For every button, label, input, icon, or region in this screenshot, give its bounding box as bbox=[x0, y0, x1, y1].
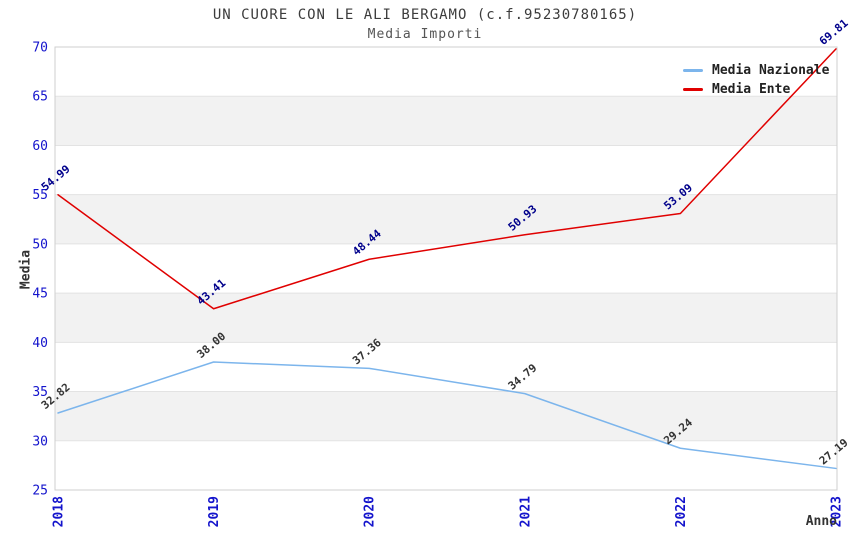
y-tick-label: 60 bbox=[32, 139, 48, 154]
y-tick-label: 65 bbox=[32, 90, 48, 105]
legend-label-media-ente: Media Ente bbox=[712, 82, 791, 97]
x-tick: 2021 bbox=[518, 496, 533, 527]
plot-border bbox=[54, 46, 838, 491]
x-tick-label: 2021 bbox=[518, 496, 533, 527]
legend: Media Nazionale Media Ente bbox=[683, 61, 829, 99]
series-line-media-nazionale bbox=[57, 361, 837, 470]
x-tick-label: 2019 bbox=[207, 496, 222, 527]
y-tick-label: 70 bbox=[32, 41, 48, 56]
y-tick-label: 25 bbox=[32, 484, 48, 499]
y-axis-title: Media bbox=[18, 249, 34, 290]
data-label: 34.79 bbox=[506, 361, 540, 392]
legend-swatch-media-nazionale bbox=[683, 69, 703, 72]
data-label: 69.81 bbox=[817, 16, 850, 47]
x-tick: 2020 bbox=[363, 496, 378, 527]
grid-band bbox=[55, 96, 837, 146]
grid-band bbox=[55, 293, 837, 343]
x-tick-label: 2022 bbox=[674, 496, 689, 527]
legend-item-media-ente[interactable]: Media Ente bbox=[683, 80, 829, 99]
legend-label-media-nazionale: Media Nazionale bbox=[712, 63, 830, 78]
data-label-group: 69.81 bbox=[817, 16, 850, 47]
grid-band bbox=[55, 391, 837, 441]
x-tick-label: 2020 bbox=[363, 496, 378, 527]
x-tick: 2018 bbox=[52, 496, 67, 527]
chart-subtitle: Media Importi bbox=[367, 27, 483, 42]
y-tick-label: 50 bbox=[32, 237, 48, 252]
data-label-group: 54.99 bbox=[39, 162, 73, 193]
grid-band bbox=[55, 194, 837, 244]
x-tick: 2019 bbox=[207, 496, 222, 527]
y-tick-label: 35 bbox=[32, 385, 48, 400]
chart-title: UN CUORE CON LE ALI BERGAMO (c.f.9523078… bbox=[212, 7, 638, 23]
x-axis-title: Anno bbox=[805, 514, 837, 529]
data-label: 54.99 bbox=[39, 162, 73, 193]
x-tick-label: 2023 bbox=[830, 496, 845, 527]
y-tick-label: 45 bbox=[32, 287, 48, 302]
x-tick: 2022 bbox=[674, 496, 689, 527]
x-tick: 2023 bbox=[830, 496, 845, 527]
y-tick-label: 30 bbox=[32, 434, 48, 449]
series-line-media-ente bbox=[57, 48, 837, 310]
data-label-group: 34.79 bbox=[506, 361, 540, 392]
x-tick-label: 2018 bbox=[52, 496, 67, 527]
legend-item-media-nazionale[interactable]: Media Nazionale bbox=[683, 61, 829, 80]
legend-swatch-media-ente bbox=[683, 88, 703, 91]
y-tick-label: 40 bbox=[32, 336, 48, 351]
y-tick-label: 55 bbox=[32, 188, 48, 203]
